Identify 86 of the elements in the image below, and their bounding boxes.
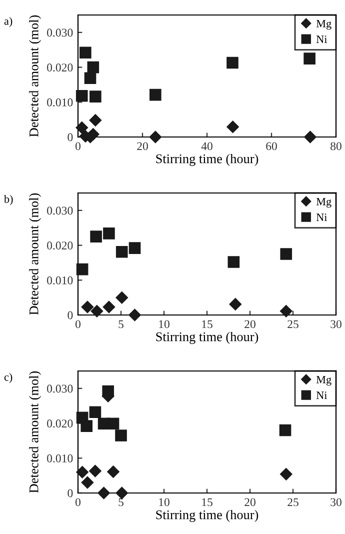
y-tick-label: 0 [68, 489, 73, 498]
legend-label: Mg [316, 20, 332, 30]
y-axis-title: Detected amount (mol) [29, 371, 42, 493]
y-tick-label: 0.010 [47, 98, 73, 106]
x-tick-label: 5 [118, 498, 124, 506]
x-axis-title: Stirring time (hour) [156, 154, 258, 166]
point [116, 486, 128, 500]
point [116, 246, 128, 258]
x-tick-label: 5 [118, 320, 124, 328]
point [280, 305, 292, 318]
y-tick-label: 0.020 [47, 242, 73, 250]
legend-label: Mg [316, 198, 332, 208]
x-tick-label: 15 [202, 498, 212, 506]
y-tick-label: 0.030 [47, 384, 73, 393]
point [228, 256, 240, 268]
point [90, 305, 104, 318]
point [226, 120, 239, 133]
y-tick-label: 0 [68, 311, 73, 320]
point [128, 242, 141, 254]
point [76, 466, 88, 478]
y-tick-label: 0.020 [47, 420, 73, 428]
x-tick-label: 20 [244, 320, 256, 328]
point [76, 121, 88, 134]
x-tick-label: 0 [76, 320, 80, 328]
legend-label: Ni [316, 36, 328, 43]
point [226, 56, 238, 69]
point [149, 130, 162, 144]
y-tick-label: 0.010 [47, 454, 73, 462]
point [90, 90, 102, 102]
point [89, 464, 102, 478]
x-tick-label: 10 [159, 320, 170, 328]
x-tick-label: 30 [330, 320, 342, 328]
y-axis-title: Detected amount (mol) [29, 15, 42, 137]
point [81, 300, 94, 314]
x-tick-label: 20 [137, 142, 148, 150]
y-tick-label: 0.030 [47, 206, 73, 215]
point [107, 418, 120, 430]
point [107, 466, 120, 478]
point [89, 406, 102, 418]
chart-title: c) [4, 373, 12, 384]
point [128, 308, 141, 322]
point [116, 291, 128, 304]
x-tick-label: 25 [288, 498, 298, 506]
y-tick-label: 0 [68, 133, 73, 142]
point [304, 52, 316, 64]
point [103, 228, 115, 240]
x-axis-title: Stirring time (hour) [156, 510, 258, 522]
chart-title: b) [4, 195, 13, 206]
point [98, 486, 110, 500]
y-tick-label: 0.020 [47, 64, 73, 72]
legend-label: Ni [316, 392, 328, 399]
x-tick-label: 0 [76, 498, 80, 506]
x-tick-label: 20 [244, 498, 256, 506]
x-tick-label: 60 [266, 142, 277, 150]
point [76, 90, 88, 102]
point [90, 230, 102, 242]
x-tick-label: 0 [76, 142, 80, 150]
point [84, 72, 96, 84]
point [279, 424, 292, 436]
x-tick-label: 80 [330, 142, 342, 150]
x-tick-label: 15 [202, 320, 212, 328]
point [149, 88, 162, 101]
x-tick-label: 30 [330, 498, 342, 506]
y-tick-label: 0.010 [47, 276, 73, 284]
point [115, 430, 127, 442]
x-axis-title: Stirring time (hour) [156, 332, 258, 344]
point [80, 420, 93, 432]
y-axis-title: Detected amount (mol) [29, 193, 42, 315]
legend-label: Ni [316, 214, 328, 221]
chart-title: a) [4, 17, 12, 28]
point [89, 114, 102, 126]
point [280, 248, 292, 260]
point [304, 130, 316, 144]
x-tick-label: 40 [201, 142, 212, 150]
point [76, 263, 88, 276]
point [87, 128, 100, 140]
x-tick-label: 10 [159, 498, 170, 506]
point [229, 298, 242, 310]
point [81, 476, 94, 489]
legend-label: Mg [316, 376, 332, 386]
point [80, 46, 92, 59]
x-tick-label: 25 [288, 320, 298, 328]
y-tick-label: 0.030 [47, 28, 73, 37]
point [280, 468, 292, 480]
point [102, 300, 116, 314]
point [87, 61, 100, 74]
